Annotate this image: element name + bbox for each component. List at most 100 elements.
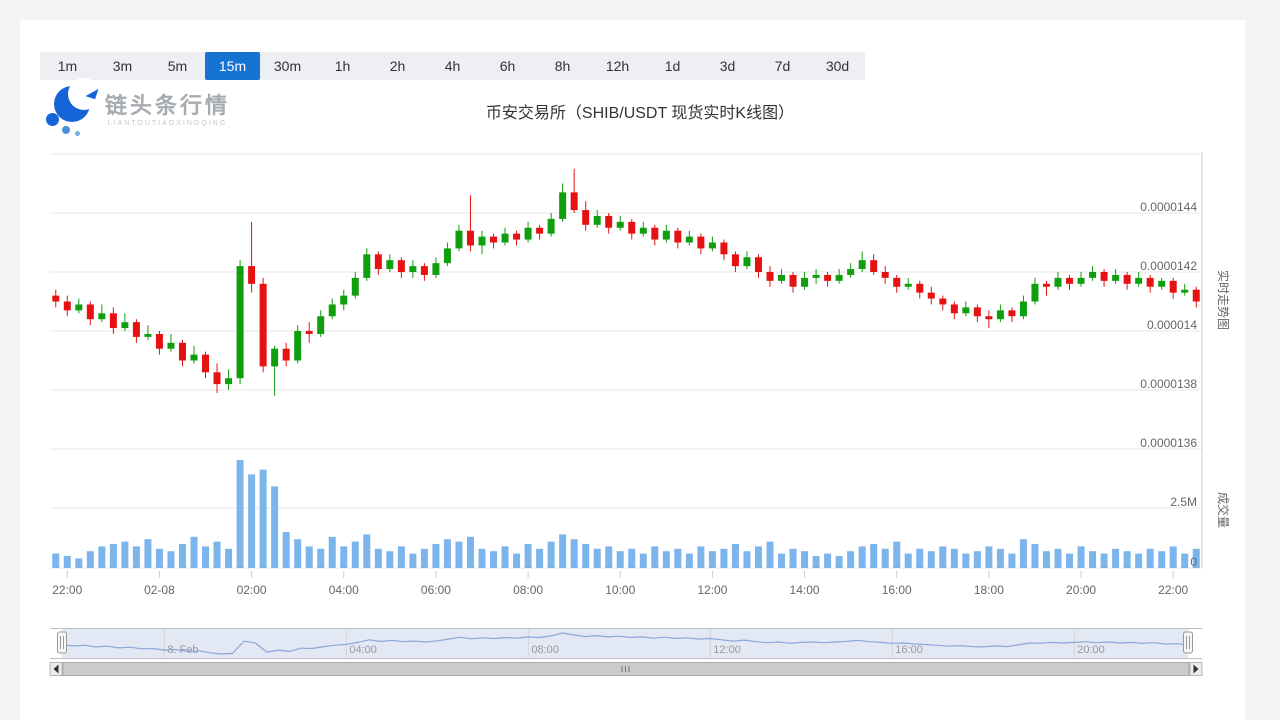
candle <box>916 283 924 293</box>
logo-subtitle: LIANTOUTIAOXINGQING <box>107 120 228 128</box>
volume-bar <box>973 551 981 568</box>
timeframe-button-5m[interactable]: 5m <box>167 58 188 74</box>
volume-bar <box>962 553 970 568</box>
volume-bar <box>766 541 774 568</box>
navigator-mask[interactable] <box>62 629 1188 658</box>
svg-text:16:00: 16:00 <box>882 583 912 597</box>
candle <box>374 254 382 270</box>
scrollbar-right-button[interactable] <box>1189 662 1203 676</box>
volume-bar <box>1181 553 1189 568</box>
volume-bar <box>605 546 613 568</box>
scrollbar-left-button[interactable] <box>49 662 63 676</box>
volume-bar <box>109 544 117 568</box>
volume-bar <box>386 551 394 568</box>
volume-bar <box>1031 544 1039 568</box>
timeframe-button-30m[interactable]: 30m <box>273 58 302 74</box>
candle <box>835 274 843 281</box>
candle <box>1066 277 1074 284</box>
volume-bar <box>478 548 486 568</box>
candle <box>328 304 336 317</box>
svg-text:02:00: 02:00 <box>237 583 267 597</box>
candle <box>1008 310 1016 317</box>
candle <box>190 354 198 361</box>
volume-bar <box>812 556 820 568</box>
timeframe-button-7d[interactable]: 7d <box>774 58 791 74</box>
candle <box>754 257 762 272</box>
svg-text:22:00: 22:00 <box>52 583 82 597</box>
volume-bar <box>75 558 83 568</box>
candle <box>432 263 440 275</box>
navigator-label: 08:00 <box>531 644 559 656</box>
candle <box>824 274 832 281</box>
timeframe-button-12h[interactable]: 12h <box>605 58 630 74</box>
volume-bar <box>674 548 682 568</box>
timeframe-button-4h[interactable]: 4h <box>444 58 461 74</box>
navigator-handle-left[interactable] <box>57 631 67 654</box>
price-axis-labels: 0.0000144 0.0000142 0.000014 0.0000138 0.000… <box>1140 200 1197 569</box>
candle <box>893 277 901 287</box>
candle <box>559 192 567 219</box>
volume-bar <box>616 551 624 568</box>
candle <box>409 266 417 272</box>
volume-bar <box>731 544 739 568</box>
candle <box>294 331 302 361</box>
volume-bar <box>409 553 417 568</box>
timeframe-button-6h[interactable]: 6h <box>499 58 516 74</box>
volume-bar <box>466 536 474 568</box>
candle <box>109 313 117 329</box>
candle <box>858 260 866 270</box>
timeframe-button-3m[interactable]: 3m <box>112 58 133 74</box>
candle <box>466 230 474 246</box>
timeframe-button-2h[interactable]: 2h <box>389 58 406 74</box>
volume-bar <box>685 553 693 568</box>
candle <box>628 221 636 234</box>
timeframe-button-1m[interactable]: 1m <box>57 58 78 74</box>
candle <box>478 236 486 246</box>
volume-bar <box>662 551 670 568</box>
timeframe-button-15m[interactable]: 15m <box>205 52 260 80</box>
timeframe-button-1h[interactable]: 1h <box>334 58 351 74</box>
volume-bar <box>455 541 463 568</box>
candle <box>1019 301 1027 317</box>
volume-bar <box>651 546 659 568</box>
volume-bar <box>52 553 60 568</box>
navigator: 8. Feb 04:00 08:00 12:00 16:00 20:00 <box>50 628 1202 659</box>
volume-bar <box>1054 548 1062 568</box>
candle <box>674 230 682 243</box>
candle <box>593 215 601 225</box>
volume-bar <box>720 548 728 568</box>
logo[interactable]: 链头条行情 LIANTOUTIAOXINGQING <box>46 78 231 138</box>
timeframe-button-1d[interactable]: 1d <box>664 58 681 74</box>
candle <box>881 272 889 278</box>
volume-bar <box>559 534 567 568</box>
candle <box>397 260 405 272</box>
candle <box>305 331 313 334</box>
navigator-handle-right[interactable] <box>1183 631 1193 654</box>
candle <box>582 210 590 225</box>
volume-bar <box>582 544 590 568</box>
volume-bar <box>282 532 290 568</box>
candle <box>927 292 935 299</box>
timeframe-toolbar: 1m 3m 5m 15m 30m 1h 2h 4h 6h 8h 12h 1d 3d 7d 30d <box>40 52 865 80</box>
candle <box>962 307 970 314</box>
candle <box>778 274 786 281</box>
candle <box>363 254 371 278</box>
volume-bar <box>328 536 336 568</box>
timeframe-button-3d[interactable]: 3d <box>719 58 736 74</box>
timeframe-button-30d[interactable]: 30d <box>825 58 850 74</box>
volume-bar <box>202 546 210 568</box>
volume-bar <box>824 553 832 568</box>
svg-text:10:00: 10:00 <box>605 583 635 597</box>
svg-text:0.000014: 0.000014 <box>1147 318 1197 332</box>
volume-bar <box>374 548 382 568</box>
svg-text:20:00: 20:00 <box>1066 583 1096 597</box>
candlestick-series <box>52 168 1200 396</box>
volume-bar <box>639 553 647 568</box>
candle <box>225 378 233 385</box>
candle <box>455 230 463 249</box>
timeframe-button-8h[interactable]: 8h <box>554 58 571 74</box>
candle <box>697 236 705 249</box>
logo-title: 链头条行情 <box>105 93 231 118</box>
volume-bar <box>317 548 325 568</box>
